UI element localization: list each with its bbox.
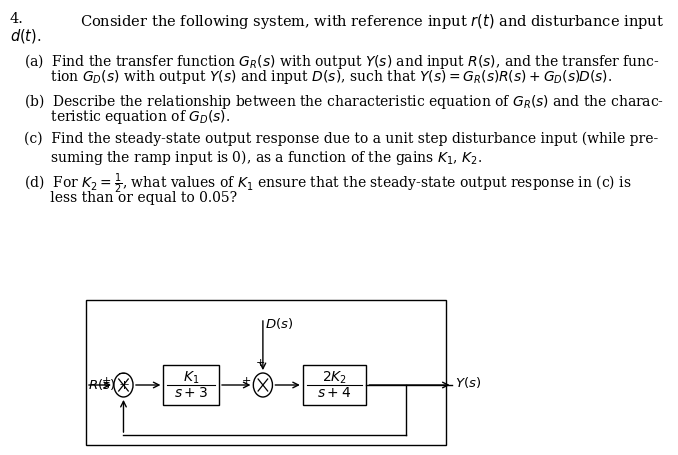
Bar [302, 365, 366, 405]
Text: (d)  For $K_2 = \frac{1}{2}$, what values of $K_1$ ensure that the steady-state : (d) For $K_2 = \frac{1}{2}$, what values… [24, 172, 631, 197]
Text: Consider the following system, with reference input $r(t)$ and disturbance input: Consider the following system, with refe… [79, 12, 664, 31]
Text: 4.: 4. [9, 12, 24, 26]
Bar [86, 300, 446, 445]
Text: +: + [241, 376, 251, 386]
Text: $s+3$: $s+3$ [174, 386, 208, 400]
Text: $2K_2$: $2K_2$ [322, 370, 347, 386]
Text: $-$: $-$ [117, 368, 125, 377]
Text: $R(s)$ +: $R(s)$ + [88, 377, 131, 392]
Text: tion $G_D(s)$ with output $Y(s)$ and input $D(s)$, such that $Y(s) = G_R(s)R(s)+: tion $G_D(s)$ with output $Y(s)$ and inp… [24, 68, 612, 86]
Text: less than or equal to 0.05?: less than or equal to 0.05? [24, 191, 237, 205]
Text: (b)  Describe the relationship between the characteristic equation of $G_R(s)$ a: (b) Describe the relationship between th… [24, 92, 664, 111]
Bar [163, 365, 219, 405]
Text: $d(t)$.: $d(t)$. [9, 27, 41, 45]
Text: $K_1$: $K_1$ [183, 370, 199, 386]
Text: $s+4$: $s+4$ [317, 386, 352, 400]
Text: suming the ramp input is 0), as a function of the gains $K_1$, $K_2$.: suming the ramp input is 0), as a functi… [24, 148, 482, 167]
Text: $Y(s)$: $Y(s)$ [455, 374, 481, 389]
Text: $D(s)$: $D(s)$ [265, 316, 294, 331]
Text: (c)  Find the steady-state output response due to a unit step disturbance input : (c) Find the steady-state output respons… [24, 132, 658, 147]
Text: +: + [256, 358, 265, 368]
Text: teristic equation of $G_D(s)$.: teristic equation of $G_D(s)$. [24, 108, 230, 126]
Text: (a)  Find the transfer function $G_R(s)$ with output $Y(s)$ and input $R(s)$, an: (a) Find the transfer function $G_R(s)$ … [24, 52, 660, 71]
Text: +: + [102, 376, 111, 386]
